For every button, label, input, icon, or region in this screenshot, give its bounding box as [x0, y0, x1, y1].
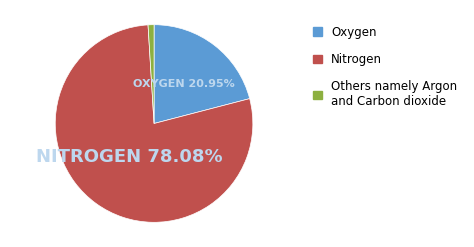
Wedge shape	[154, 25, 250, 124]
Wedge shape	[55, 25, 253, 222]
Text: OXYGEN 20.95%: OXYGEN 20.95%	[133, 80, 235, 89]
Text: NITROGEN 78.08%: NITROGEN 78.08%	[36, 148, 223, 166]
Legend: Oxygen, Nitrogen, Others namely Argon
and Carbon dioxide: Oxygen, Nitrogen, Others namely Argon an…	[313, 26, 457, 108]
Wedge shape	[148, 25, 154, 124]
